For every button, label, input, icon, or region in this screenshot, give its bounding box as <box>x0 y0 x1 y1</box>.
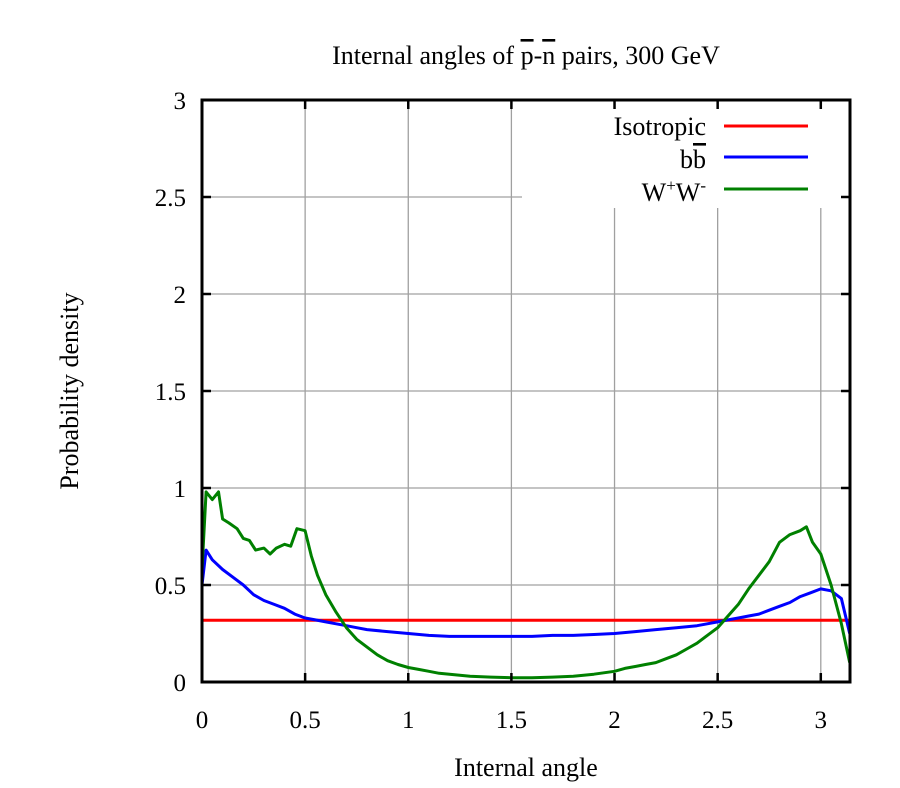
y-tick-label: 0 <box>174 670 187 697</box>
series-line-1 <box>200 548 852 638</box>
y-tick-label: 1.5 <box>155 379 186 406</box>
title-part-4: pairs, 300 GeV <box>555 41 720 70</box>
title-part-1: p <box>521 41 534 70</box>
series-layer <box>200 490 852 680</box>
legend-ww-sup2: - <box>700 176 706 195</box>
x-tick-label: 1.5 <box>496 707 527 734</box>
x-axis-title: Internal angle <box>454 753 598 782</box>
y-tick-label: 3 <box>174 88 187 115</box>
legend-ww-w1: W <box>642 178 667 207</box>
legend-bb-main: b <box>680 145 693 174</box>
y-tick-label: 2 <box>174 282 187 309</box>
tick-labels: 0 0.5 1 1.5 2 2.5 3 0 0.5 1 1.5 2 2.5 3 <box>155 88 827 734</box>
legend: Isotropic bb W+W- <box>614 112 808 207</box>
legend-ww-w2: W <box>676 178 701 207</box>
title-part-0: Internal angles of <box>332 41 520 70</box>
title-part-3: n <box>542 41 555 70</box>
legend-label-ww: W+W- <box>642 176 707 207</box>
legend-label-bb: bb <box>680 145 706 174</box>
x-tick-label: 0.5 <box>290 707 321 734</box>
y-tick-label: 2.5 <box>155 185 186 212</box>
x-tick-label: 0 <box>196 707 209 734</box>
x-tick-label: 1 <box>402 707 415 734</box>
x-tick-label: 2 <box>608 707 621 734</box>
y-tick-label: 1 <box>174 476 187 503</box>
y-axis-title: Probability density <box>55 292 84 489</box>
legend-label-isotropic: Isotropic <box>614 112 706 141</box>
chart-title: Internal angles of p-n pairs, 300 GeV <box>332 41 720 70</box>
x-tick-label: 2.5 <box>702 707 733 734</box>
y-tick-label: 0.5 <box>155 573 186 600</box>
ticks <box>200 98 850 684</box>
legend-ww-sup1: + <box>666 176 676 195</box>
x-tick-label: 3 <box>815 707 828 734</box>
title-part-2: - <box>534 41 543 70</box>
legend-bb-bar: b <box>693 145 706 174</box>
series-line-2 <box>200 490 852 680</box>
